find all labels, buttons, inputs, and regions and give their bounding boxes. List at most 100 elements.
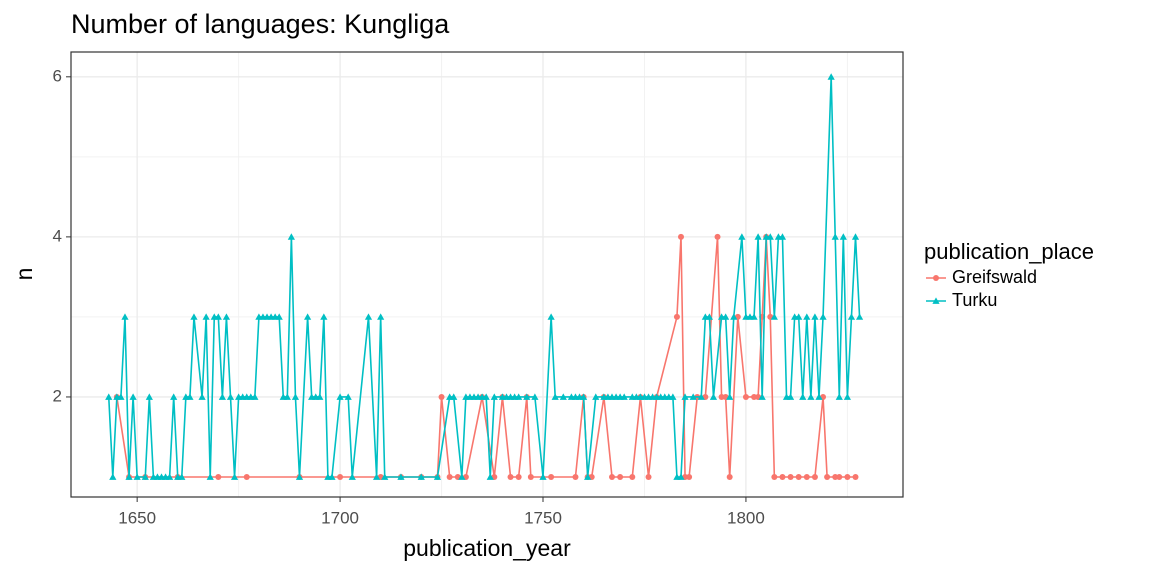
marker — [855, 313, 864, 320]
marker — [811, 473, 818, 480]
marker — [275, 313, 283, 320]
marker — [417, 473, 425, 480]
marker — [851, 233, 860, 240]
marker — [844, 473, 851, 480]
marker — [295, 473, 304, 480]
marker — [482, 393, 490, 400]
marker — [206, 473, 214, 480]
panel-border — [70, 51, 904, 498]
marker — [824, 473, 831, 480]
marker — [681, 393, 689, 400]
legend-marker — [932, 297, 940, 304]
marker — [827, 73, 835, 80]
marker — [291, 393, 300, 400]
marker — [847, 313, 856, 320]
marker — [202, 313, 210, 320]
marker — [843, 393, 851, 400]
marker — [572, 473, 579, 480]
marker — [677, 233, 684, 240]
marker — [726, 393, 734, 400]
marker — [766, 233, 774, 240]
marker — [579, 393, 588, 400]
marker — [722, 313, 730, 320]
x-axis-title: publication_year — [403, 535, 571, 561]
marker — [230, 473, 239, 480]
marker — [787, 473, 794, 480]
marker — [198, 393, 206, 400]
y-tick-label: 4 — [53, 226, 62, 245]
marker — [754, 233, 762, 240]
marker — [815, 393, 823, 400]
legend-marker — [933, 275, 939, 281]
marker — [446, 473, 453, 480]
marker — [551, 393, 559, 400]
y-axis-title: n — [11, 268, 37, 281]
marker — [673, 313, 680, 320]
marker — [527, 473, 534, 480]
marker — [381, 473, 389, 480]
marker — [117, 393, 125, 400]
marker — [515, 473, 522, 480]
marker — [145, 393, 153, 400]
marker — [490, 393, 498, 400]
marker — [629, 473, 636, 480]
legend-label: Turku — [952, 290, 997, 310]
marker — [852, 473, 859, 480]
marker — [795, 313, 803, 320]
marker — [795, 473, 802, 480]
marker — [617, 473, 624, 480]
marker — [803, 313, 811, 320]
legend-label: Greifswald — [952, 267, 1037, 287]
marker — [364, 313, 373, 320]
marker — [620, 393, 628, 400]
marker — [750, 313, 758, 320]
marker — [215, 473, 222, 480]
marker — [218, 393, 226, 400]
marker — [515, 393, 523, 400]
marker — [304, 313, 312, 320]
marker — [836, 473, 843, 480]
marker — [373, 473, 381, 480]
marker — [726, 473, 733, 480]
x-tick-label: 1700 — [321, 508, 359, 527]
marker — [109, 473, 117, 480]
marker — [548, 473, 555, 480]
marker — [316, 393, 324, 400]
marker — [786, 393, 795, 400]
marker — [778, 233, 787, 240]
marker — [121, 313, 129, 320]
x-tick-label: 1800 — [727, 508, 765, 527]
marker — [770, 313, 778, 320]
marker — [592, 393, 600, 400]
marker — [178, 473, 186, 480]
marker — [337, 473, 344, 480]
marker — [742, 393, 749, 400]
marker — [697, 393, 705, 400]
marker — [689, 393, 697, 400]
marker — [243, 473, 250, 480]
marker — [779, 473, 786, 480]
marker — [835, 393, 843, 400]
marker — [397, 473, 405, 480]
marker — [645, 473, 652, 480]
marker — [839, 233, 847, 240]
chart-title: Number of languages: Kungliga — [71, 9, 450, 39]
x-tick-label: 1750 — [524, 508, 562, 527]
marker — [831, 233, 839, 240]
marker — [771, 473, 778, 480]
marker — [609, 473, 616, 480]
marker — [438, 393, 445, 400]
marker — [348, 473, 356, 480]
marker — [336, 393, 344, 400]
marker — [328, 473, 336, 480]
marker — [807, 393, 815, 400]
y-tick-label: 6 — [53, 66, 62, 85]
marker — [758, 393, 766, 400]
marker — [803, 473, 810, 480]
marker — [819, 313, 827, 320]
marker — [166, 473, 174, 480]
marker — [559, 393, 567, 400]
marker — [125, 473, 133, 480]
marker — [190, 313, 198, 320]
